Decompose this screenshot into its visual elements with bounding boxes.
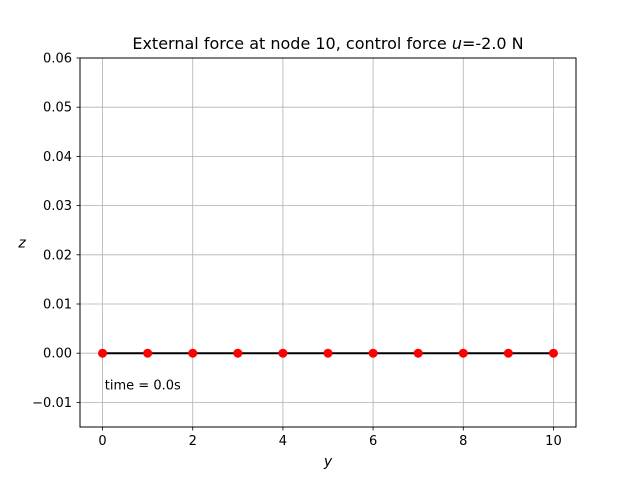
node-marker bbox=[188, 348, 198, 358]
node-marker bbox=[548, 348, 558, 358]
x-tick-label: 4 bbox=[279, 434, 287, 449]
y-axis: −0.01 0.00 0.01 0.02 0.03 0.04 0.05 0.06 bbox=[32, 52, 80, 411]
node-marker bbox=[458, 348, 468, 358]
node-marker bbox=[143, 348, 153, 358]
time-annotation: time = 0.0s bbox=[105, 379, 181, 394]
y-axis-label: z bbox=[17, 236, 26, 252]
y-tick-label: −0.01 bbox=[32, 396, 72, 411]
node-marker bbox=[233, 348, 243, 358]
x-tick-label: 2 bbox=[189, 434, 197, 449]
x-axis-label: y bbox=[323, 454, 333, 470]
y-tick-label: 0.00 bbox=[43, 347, 72, 362]
x-tick-label: 6 bbox=[369, 434, 377, 449]
node-marker bbox=[323, 348, 333, 358]
x-tick-label: 10 bbox=[545, 434, 562, 449]
chart-title: External force at node 10, control force… bbox=[132, 34, 523, 53]
node-marker bbox=[278, 348, 288, 358]
node-marker bbox=[413, 348, 423, 358]
y-tick-label: 0.05 bbox=[43, 101, 72, 116]
plot-frame bbox=[79, 57, 577, 428]
x-tick-label: 0 bbox=[98, 434, 106, 449]
y-tick-label: 0.02 bbox=[43, 248, 72, 263]
node-marker bbox=[368, 348, 378, 358]
x-tick-label: 8 bbox=[459, 434, 467, 449]
y-tick-label: 0.04 bbox=[43, 150, 72, 165]
y-tick-label: 0.01 bbox=[43, 298, 72, 313]
node-marker bbox=[98, 348, 108, 358]
y-tick-label: 0.03 bbox=[43, 199, 72, 214]
node-marker bbox=[503, 348, 513, 358]
y-tick-label: 0.06 bbox=[43, 52, 72, 67]
series-layer bbox=[98, 348, 558, 358]
x-axis: 0 2 4 6 8 10 bbox=[98, 427, 562, 449]
